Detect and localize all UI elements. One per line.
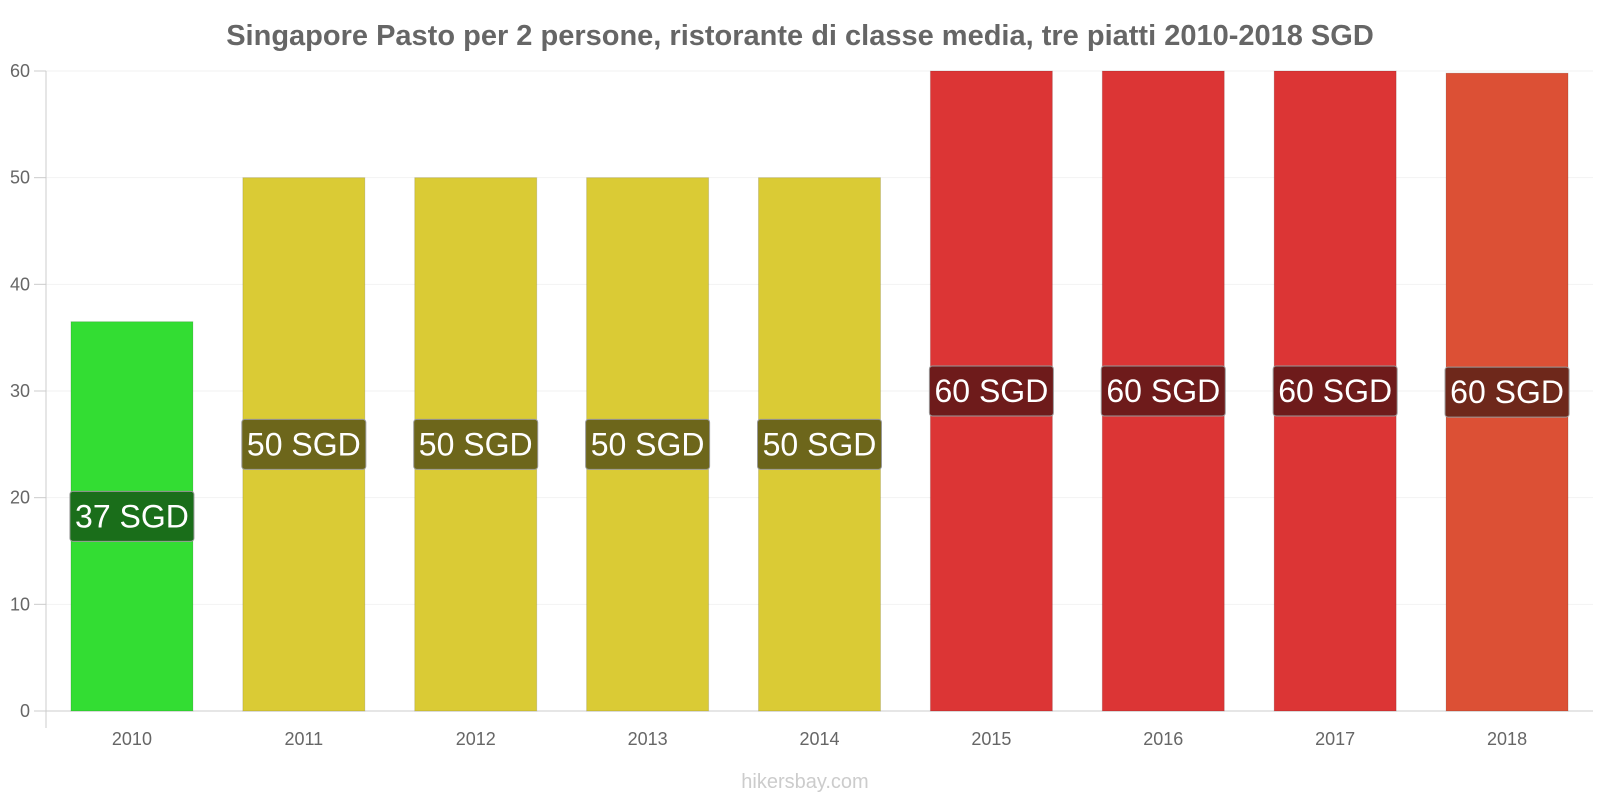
credit-text: hikersbay.com xyxy=(741,771,868,793)
data-label-box xyxy=(413,418,539,470)
data-labels: 37 SGD 50 SGD 50 SGD 50 SGD 50 SGD 60 SGD 60 S… xyxy=(69,365,1570,542)
data-label-box xyxy=(757,418,882,470)
x-tick-label: 2010 xyxy=(112,729,152,749)
data-label: 37 SGD xyxy=(75,498,189,534)
y-tick-label: 30 xyxy=(10,381,30,401)
x-tick-label: 2015 xyxy=(971,729,1011,749)
x-axis-ticks: 2010 2011 2012 2013 2014 2015 2016 2017 2018 xyxy=(112,729,1527,749)
y-tick-label: 10 xyxy=(10,594,30,614)
data-label: 50 SGD xyxy=(247,426,361,462)
data-label-box xyxy=(585,418,711,470)
x-tick-label: 2018 xyxy=(1487,729,1527,749)
y-tick-label: 40 xyxy=(10,274,30,294)
data-label: 50 SGD xyxy=(763,426,877,462)
x-tick-label: 2013 xyxy=(628,729,668,749)
y-axis-ticks: 0 10 20 30 40 50 60 xyxy=(10,61,46,721)
y-tick-label: 50 xyxy=(10,168,30,188)
x-tick-label: 2016 xyxy=(1143,729,1183,749)
data-label-box xyxy=(1444,366,1570,418)
chart-title: Singapore Pasto per 2 persone, ristorant… xyxy=(226,20,1374,52)
data-label: 60 SGD xyxy=(1106,373,1220,409)
y-tick-label: 20 xyxy=(10,488,30,508)
data-label: 50 SGD xyxy=(419,426,533,462)
data-label-box xyxy=(69,490,195,542)
data-label: 60 SGD xyxy=(1278,373,1392,409)
x-tick-label: 2011 xyxy=(284,729,323,749)
x-tick-label: 2012 xyxy=(456,729,496,749)
data-label-box xyxy=(928,365,1054,417)
y-tick-label: 60 xyxy=(10,61,30,81)
data-label-box xyxy=(1272,365,1398,417)
data-label: 50 SGD xyxy=(591,426,705,462)
data-label: 60 SGD xyxy=(934,373,1048,409)
data-label: 60 SGD xyxy=(1450,374,1564,410)
x-tick-label: 2014 xyxy=(799,729,839,749)
data-label-box xyxy=(241,418,367,470)
x-tick-label: 2017 xyxy=(1315,729,1355,749)
y-tick-label: 0 xyxy=(20,701,30,721)
data-label-box xyxy=(1100,365,1226,417)
